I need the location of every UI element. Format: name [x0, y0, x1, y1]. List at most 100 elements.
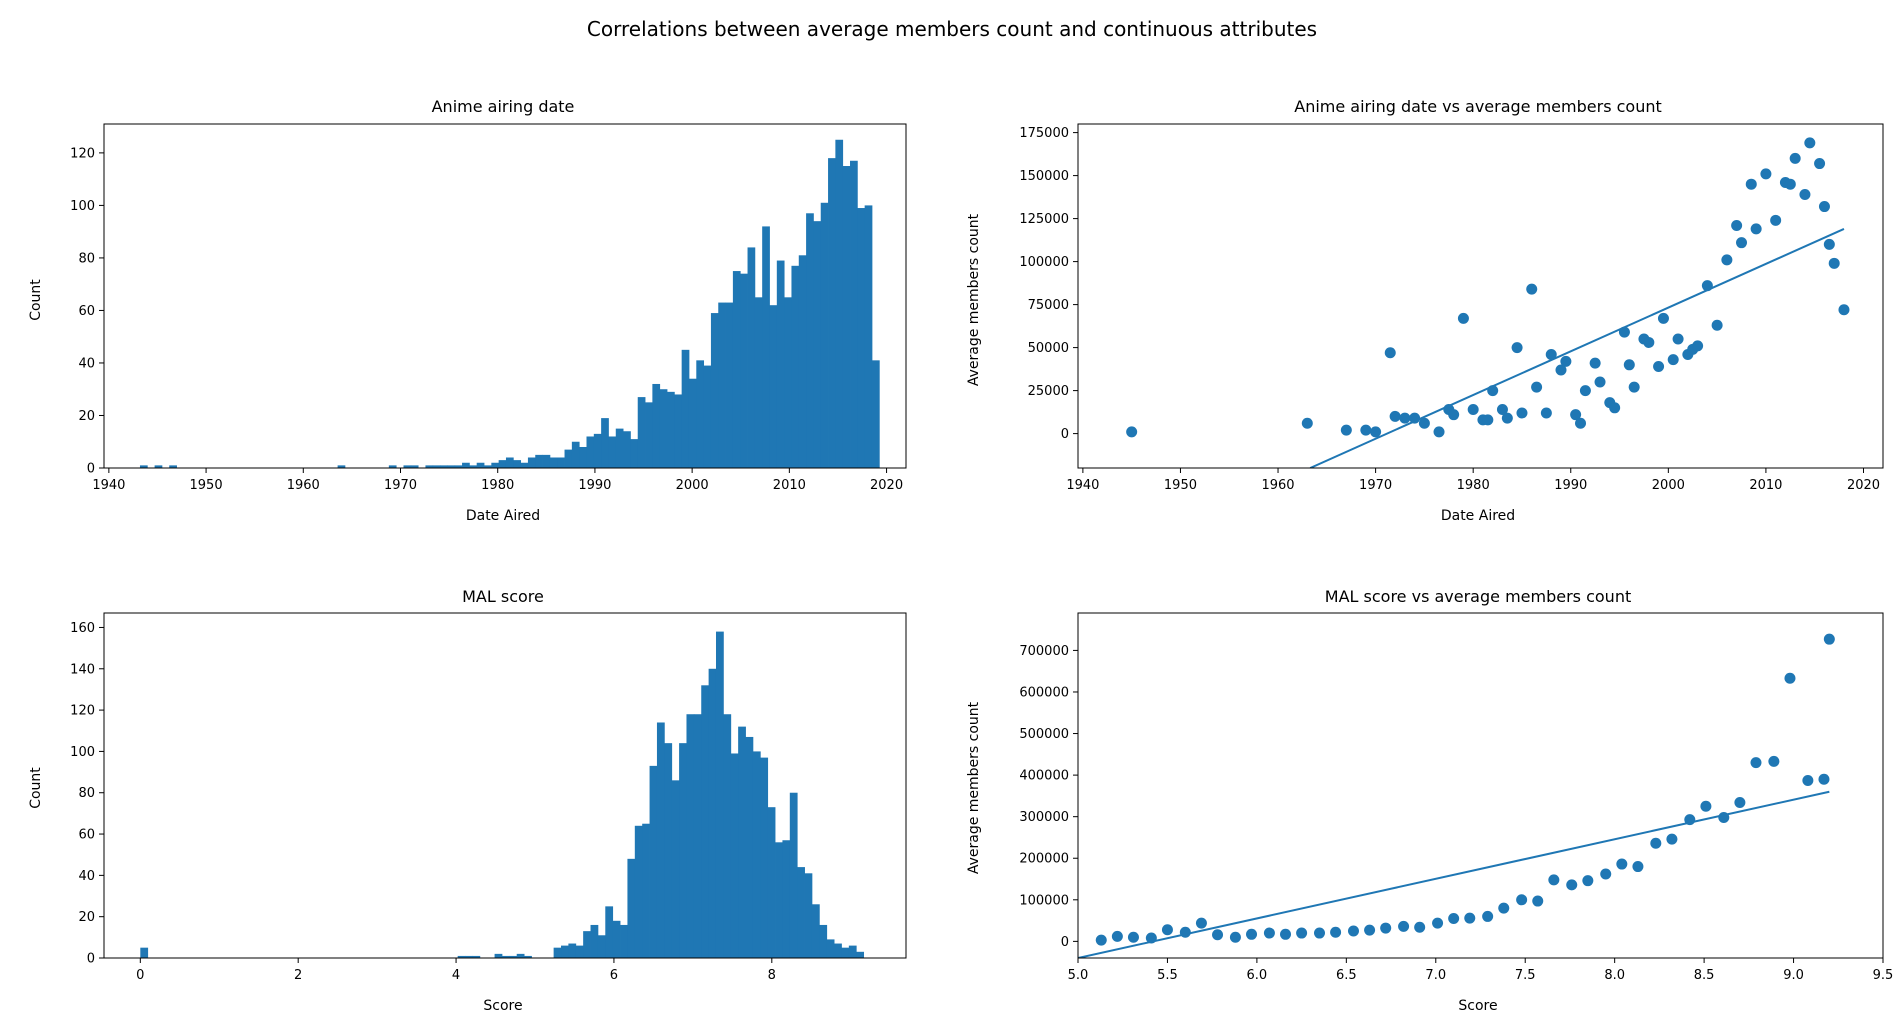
panel-airing-scatter: Anime airing date vs average members cou… [966, 97, 1884, 524]
scatter-point [1127, 931, 1139, 943]
histogram-bar [509, 955, 518, 958]
x-tick-label: 1950 [190, 478, 223, 493]
scatter-point [1823, 238, 1835, 250]
scatter-point [1380, 922, 1392, 934]
scatter-point [1126, 426, 1138, 438]
histogram-bar [762, 226, 770, 468]
x-tick-label: 1980 [481, 478, 514, 493]
histogram-bar [850, 160, 858, 468]
panel-score-scatter: MAL score vs average members count Score… [966, 587, 1893, 1014]
histogram-bar [549, 457, 558, 468]
panel-score-histogram: MAL score Score Count 0 2 4 6 80204060801001… [28, 587, 907, 1014]
scatter-point [1145, 932, 1157, 944]
histogram-bar [139, 465, 148, 468]
y-tick-label: 0 [87, 952, 95, 967]
scatter-point [1212, 929, 1224, 941]
histogram-bar [513, 460, 522, 468]
scatter-point [1384, 347, 1396, 359]
y-axis-label: Count [28, 767, 44, 809]
histogram-bar [605, 906, 614, 958]
scatter-point [1802, 775, 1814, 787]
scatter-point [1692, 340, 1704, 352]
scatter-point [1657, 312, 1669, 324]
x-axis-label: Score [1458, 998, 1497, 1014]
axes-frame [103, 123, 907, 469]
scatter-point [1464, 912, 1476, 924]
histogram-bar [649, 765, 658, 958]
histogram-bar [789, 792, 798, 958]
scatter-point [1457, 312, 1469, 324]
scatter-point [1501, 412, 1513, 424]
histogram-bar [472, 955, 481, 958]
scatter-point [1482, 414, 1494, 426]
scatter-point [1750, 223, 1762, 235]
scatter-point [1643, 336, 1655, 348]
x-tick-label: 1960 [287, 478, 320, 493]
scatter-point [1280, 928, 1292, 940]
x-tick-label: 0 [136, 968, 144, 983]
y-tick-label: 60 [78, 828, 95, 843]
x-tick-label: 1990 [1554, 478, 1587, 493]
y-tick-label: 600000 [1019, 685, 1069, 700]
scatter-point [1498, 902, 1510, 914]
scatter-point [1360, 424, 1372, 436]
histogram-bar [745, 736, 754, 958]
scatter-point [1814, 158, 1826, 170]
histogram-bar [476, 462, 485, 468]
histogram-bar [725, 302, 734, 468]
histogram-bar [561, 945, 569, 958]
histogram-bar [804, 873, 813, 958]
x-tick-label: 6.5 [1336, 968, 1357, 983]
x-tick-label: 2010 [773, 478, 806, 493]
histogram-bar [527, 457, 536, 468]
x-tick-label: 5.0 [1068, 968, 1089, 983]
histogram-bar [498, 460, 507, 468]
histogram-bar [140, 947, 149, 958]
scatter-point [1784, 672, 1796, 684]
histogram-bar [652, 383, 661, 468]
y-tick-label: 75000 [1028, 298, 1069, 313]
scatter-point [1804, 137, 1816, 149]
histogram-bar [630, 439, 639, 468]
histogram-bar [557, 457, 565, 468]
histogram-bar [169, 465, 177, 468]
histogram-bar [718, 302, 726, 468]
scatter-point [1179, 926, 1191, 938]
trend-line [1078, 790, 1830, 958]
histogram-bar [864, 205, 873, 468]
histogram-bar [842, 166, 851, 468]
x-tick-label: 2000 [1652, 478, 1685, 493]
histogram-bar [465, 955, 473, 958]
histogram-bar [782, 840, 791, 958]
x-tick-label: 2000 [676, 478, 709, 493]
y-tick-label: 60 [78, 304, 95, 319]
histogram-bar [637, 397, 646, 468]
histogram-bar [791, 265, 800, 468]
scatter-point [1828, 257, 1840, 269]
histogram-bar [454, 465, 463, 468]
panel-title: MAL score vs average members count [1325, 587, 1631, 606]
histogram-bar [505, 457, 514, 468]
histogram-bar [583, 931, 591, 958]
panel-title: Anime airing date [432, 97, 575, 116]
x-tick-label: 1950 [1164, 478, 1197, 493]
y-tick-label: 80 [78, 251, 95, 266]
histogram-bar [740, 273, 748, 468]
x-tick-label: 1970 [384, 478, 417, 493]
scatter-point [1579, 385, 1591, 397]
histogram-bar [715, 631, 724, 958]
y-axis-label: Average members count [966, 213, 982, 386]
scatter-point [1548, 874, 1560, 886]
histogram-bar [674, 394, 683, 468]
x-tick-label: 9.5 [1873, 968, 1894, 983]
histogram-bar [738, 726, 746, 958]
plot-area [1126, 137, 1850, 468]
histogram-bar [856, 951, 865, 958]
y-axis-label: Count [28, 279, 44, 321]
histogram-bar [491, 462, 500, 468]
y-tick-label: 20 [78, 910, 95, 925]
scatter-point [1496, 404, 1508, 416]
x-tick-label: 1940 [1066, 478, 1099, 493]
scatter-point [1818, 773, 1830, 785]
